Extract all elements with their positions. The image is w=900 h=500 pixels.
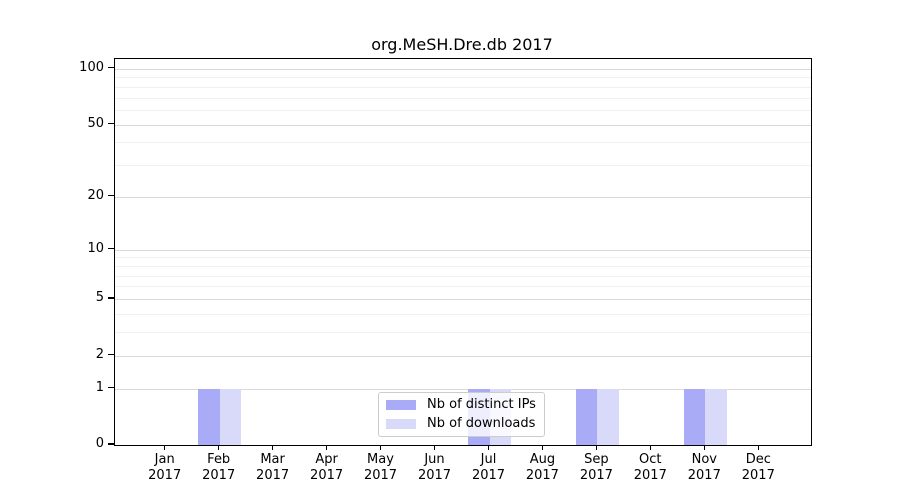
x-tick-label: Jul 2017 bbox=[471, 452, 506, 483]
minor-gridline bbox=[115, 97, 811, 99]
minor-gridline bbox=[115, 275, 811, 277]
x-tick-label: Apr 2017 bbox=[310, 452, 344, 483]
y-tick-mark bbox=[108, 297, 114, 299]
y-tick-label: 0 bbox=[95, 436, 104, 451]
bar-downloads bbox=[705, 388, 727, 445]
major-gridline bbox=[115, 388, 811, 390]
minor-gridline bbox=[115, 286, 811, 288]
major-gridline bbox=[115, 355, 811, 357]
bar-distinct-ips bbox=[575, 388, 598, 445]
y-tick-mark bbox=[108, 195, 114, 197]
x-tick-mark bbox=[757, 445, 759, 450]
chart-title: org.MeSH.Dre.db 2017 bbox=[371, 35, 553, 54]
y-tick-mark bbox=[108, 443, 114, 445]
minor-gridline bbox=[115, 332, 811, 333]
bar-downloads bbox=[597, 388, 619, 445]
y-tick-label: 2 bbox=[95, 346, 104, 362]
major-gridline bbox=[115, 249, 811, 251]
legend-swatch-icon bbox=[386, 400, 416, 410]
x-tick-label: Aug 2017 bbox=[525, 452, 559, 483]
x-tick-label: Jun 2017 bbox=[417, 452, 452, 483]
bar-downloads bbox=[219, 388, 242, 445]
x-tick-mark bbox=[703, 445, 705, 450]
y-tick-mark bbox=[108, 67, 114, 69]
major-gridline bbox=[115, 68, 811, 70]
minor-gridline bbox=[115, 257, 811, 259]
x-tick-mark bbox=[218, 445, 220, 450]
major-gridline bbox=[115, 299, 811, 300]
y-tick-label: 5 bbox=[95, 290, 104, 305]
x-tick-label: Sep 2017 bbox=[579, 452, 613, 483]
x-tick-mark bbox=[541, 445, 543, 450]
minor-gridline bbox=[115, 77, 811, 79]
legend: Nb of distinct IPs Nb of downloads bbox=[378, 392, 545, 437]
x-tick-mark bbox=[595, 445, 597, 450]
y-tick-label: 1 bbox=[95, 379, 104, 395]
x-tick-mark bbox=[326, 445, 328, 450]
minor-gridline bbox=[115, 86, 811, 88]
legend-swatch-icon bbox=[386, 419, 416, 429]
plot-area: Nb of distinct IPs Nb of downloads bbox=[114, 58, 812, 446]
legend-item: Nb of distinct IPs bbox=[386, 397, 536, 413]
x-tick-label: Oct 2017 bbox=[633, 452, 667, 483]
x-tick-label: Jan 2017 bbox=[148, 452, 182, 483]
y-tick-label: 10 bbox=[87, 240, 104, 256]
major-gridline bbox=[115, 196, 811, 198]
x-tick-mark bbox=[379, 445, 382, 450]
x-tick-label: Mar 2017 bbox=[256, 452, 290, 483]
minor-gridline bbox=[115, 110, 811, 111]
y-tick-mark bbox=[108, 386, 114, 389]
y-tick-label: 50 bbox=[87, 115, 104, 131]
major-gridline bbox=[115, 124, 811, 126]
x-tick-mark bbox=[433, 445, 436, 450]
y-tick-label: 20 bbox=[87, 187, 104, 203]
y-tick-mark bbox=[108, 248, 114, 250]
bar-distinct-ips bbox=[683, 388, 706, 445]
minor-gridline bbox=[115, 142, 811, 144]
x-tick-mark bbox=[164, 445, 166, 450]
y-tick-label: 100 bbox=[79, 59, 104, 75]
x-tick-mark bbox=[649, 445, 651, 450]
x-tick-label: Nov 2017 bbox=[687, 452, 721, 483]
x-tick-label: May 2017 bbox=[363, 452, 398, 483]
legend-item: Nb of downloads bbox=[386, 416, 536, 432]
x-tick-mark bbox=[272, 445, 274, 450]
bar-distinct-ips bbox=[198, 388, 220, 445]
legend-label: Nb of distinct IPs bbox=[427, 397, 536, 412]
minor-gridline bbox=[115, 165, 811, 167]
x-tick-label: Feb 2017 bbox=[202, 452, 236, 483]
y-tick-mark bbox=[108, 123, 114, 125]
y-tick-mark bbox=[108, 353, 114, 356]
minor-gridline bbox=[115, 313, 811, 315]
minor-gridline bbox=[115, 265, 811, 267]
legend-label: Nb of downloads bbox=[427, 416, 536, 431]
x-tick-label: Dec 2017 bbox=[741, 452, 775, 483]
x-tick-mark bbox=[487, 445, 490, 450]
